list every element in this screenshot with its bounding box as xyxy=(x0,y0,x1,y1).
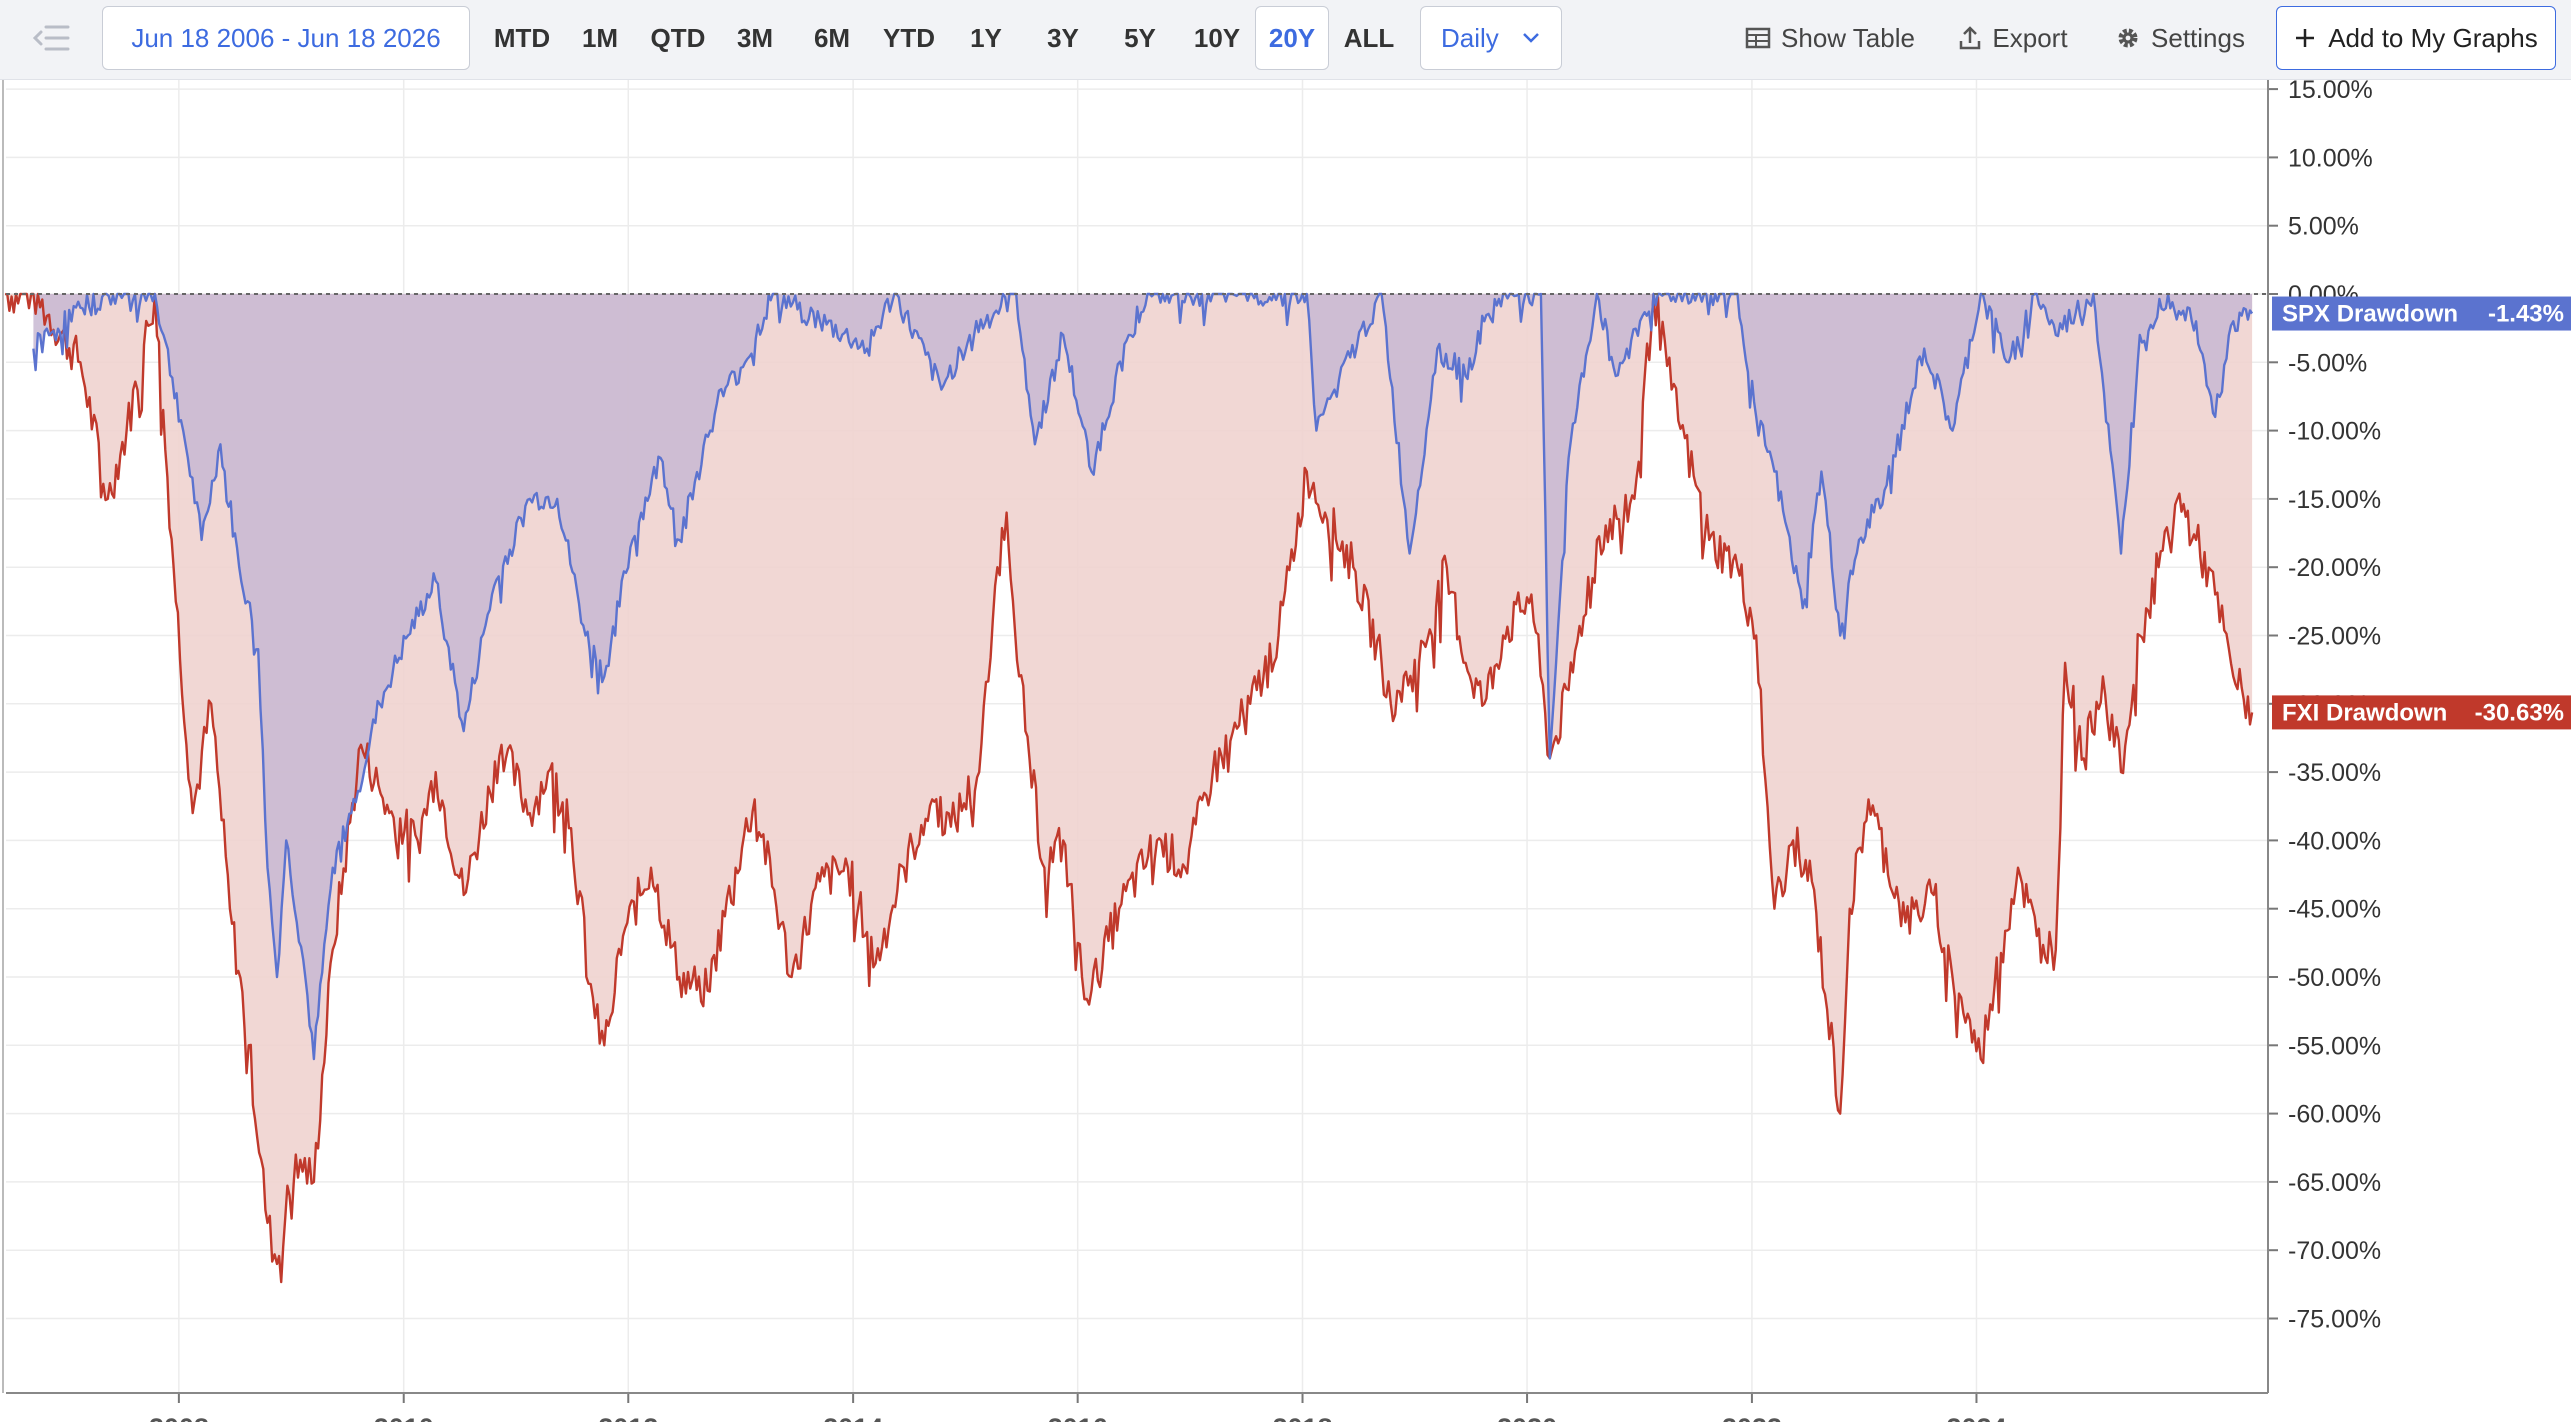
y-tick-label: -65.00% xyxy=(2288,1169,2381,1197)
period-button-1m[interactable]: 1M xyxy=(581,22,619,53)
y-tick-label: 15.00% xyxy=(2288,80,2373,104)
x-tick-label: 2010 xyxy=(374,1413,434,1422)
gear-icon xyxy=(2118,28,2138,48)
show-table-label: Show Table xyxy=(1781,22,1915,53)
x-tick-label: 2008 xyxy=(149,1413,209,1422)
y-tick-label: -15.00% xyxy=(2288,486,2381,514)
y-tick-label: -60.00% xyxy=(2288,1101,2381,1129)
settings-label: Settings xyxy=(2151,22,2245,53)
export-label: Export xyxy=(1992,22,2068,53)
last-value-tag-spx xyxy=(2272,296,2571,331)
y-tick-label: -55.00% xyxy=(2288,1032,2381,1060)
chart-axes: 15.00%10.00%5.00%0.00%-5.00%-10.00%-15.0… xyxy=(2,80,2381,1422)
y-tick-label: -35.00% xyxy=(2288,759,2381,787)
frequency-value: Daily xyxy=(1441,22,1499,53)
period-button-20y[interactable]: 20Y xyxy=(1255,6,1329,70)
period-button-3m[interactable]: 3M xyxy=(736,22,774,53)
menu-collapse-icon xyxy=(32,25,70,51)
y-tick-label: 10.00% xyxy=(2288,144,2373,172)
x-tick-label: 2018 xyxy=(1272,1413,1332,1422)
export-button[interactable]: Export xyxy=(1946,6,2080,70)
period-button-1y[interactable]: 1Y xyxy=(970,22,1002,53)
frequency-select[interactable]: Daily xyxy=(1420,6,1562,70)
series-name-label: SPX Drawdown xyxy=(2282,301,2458,328)
plus-icon xyxy=(2296,29,2315,47)
y-tick-label: -25.00% xyxy=(2288,623,2381,651)
y-tick-label: -20.00% xyxy=(2288,554,2381,582)
period-button-mtd[interactable]: MTD xyxy=(493,22,551,53)
x-tick-label: 2020 xyxy=(1497,1413,1557,1422)
chart-toolbar: Jun 18 2006 - Jun 18 2026 MTD 1M QTD 3M 6M YT… xyxy=(0,0,2571,80)
period-button-5y[interactable]: 5Y xyxy=(1124,22,1156,53)
x-tick-label: 2016 xyxy=(1048,1413,1108,1422)
last-value-tag-fxi xyxy=(2272,695,2571,730)
add-to-my-graphs-button[interactable]: Add to My Graphs xyxy=(2276,6,2556,70)
y-tick-label: -75.00% xyxy=(2288,1306,2381,1334)
period-button-6m[interactable]: 6M xyxy=(813,22,851,53)
y-tick-label: -5.00% xyxy=(2288,349,2367,377)
last-value-label: -30.63% xyxy=(2475,699,2564,726)
y-tick-label: -10.00% xyxy=(2288,418,2381,446)
x-tick-label: 2022 xyxy=(1722,1413,1782,1422)
date-range-picker[interactable]: Jun 18 2006 - Jun 18 2026 xyxy=(102,6,470,70)
period-button-10y[interactable]: 10Y xyxy=(1193,22,1241,53)
drawdown-chart: 15.00%10.00%5.00%0.00%-5.00%-10.00%-15.0… xyxy=(2,80,2571,1422)
series-line-fxi xyxy=(4,292,2254,1284)
last-value-label: -1.43% xyxy=(2488,301,2564,328)
period-button-3y[interactable]: 3Y xyxy=(1047,22,1079,53)
period-button-ytd[interactable]: YTD xyxy=(883,22,935,53)
chart-lines xyxy=(4,292,2254,1284)
x-tick-label: 2024 xyxy=(1946,1413,2006,1422)
y-tick-label: -45.00% xyxy=(2288,896,2381,924)
settings-button[interactable]: Settings xyxy=(2102,6,2258,70)
y-tick-label: -70.00% xyxy=(2288,1237,2381,1265)
y-tick-label: 5.00% xyxy=(2288,213,2359,241)
sidebar-toggle-icon[interactable] xyxy=(24,6,80,70)
series-name-label: FXI Drawdown xyxy=(2282,699,2447,726)
chart-last-value-tags: SPX Drawdown -1.43% FXI Drawdown -30.63% xyxy=(2272,296,2571,730)
period-button-all[interactable]: ALL xyxy=(1343,22,1395,53)
chart-areas xyxy=(5,294,2253,1282)
add-to-my-graphs-label: Add to My Graphs xyxy=(2328,22,2538,53)
show-table-button[interactable]: Show Table xyxy=(1738,6,1922,70)
y-tick-label: -50.00% xyxy=(2288,964,2381,992)
y-tick-label: -40.00% xyxy=(2288,827,2381,855)
series-line-spx xyxy=(32,292,2254,1061)
x-tick-label: 2014 xyxy=(823,1413,883,1422)
period-button-qtd[interactable]: QTD xyxy=(650,22,706,53)
area-spx xyxy=(33,294,2253,1059)
x-tick-label: 2012 xyxy=(598,1413,658,1422)
table-icon xyxy=(1745,27,1771,49)
chevron-down-icon xyxy=(1523,33,1539,43)
upload-icon xyxy=(1960,26,1981,50)
